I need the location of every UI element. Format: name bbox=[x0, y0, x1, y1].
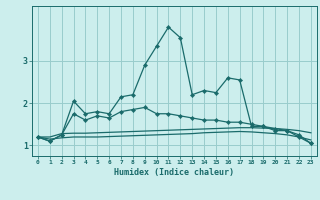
X-axis label: Humidex (Indice chaleur): Humidex (Indice chaleur) bbox=[115, 168, 234, 177]
